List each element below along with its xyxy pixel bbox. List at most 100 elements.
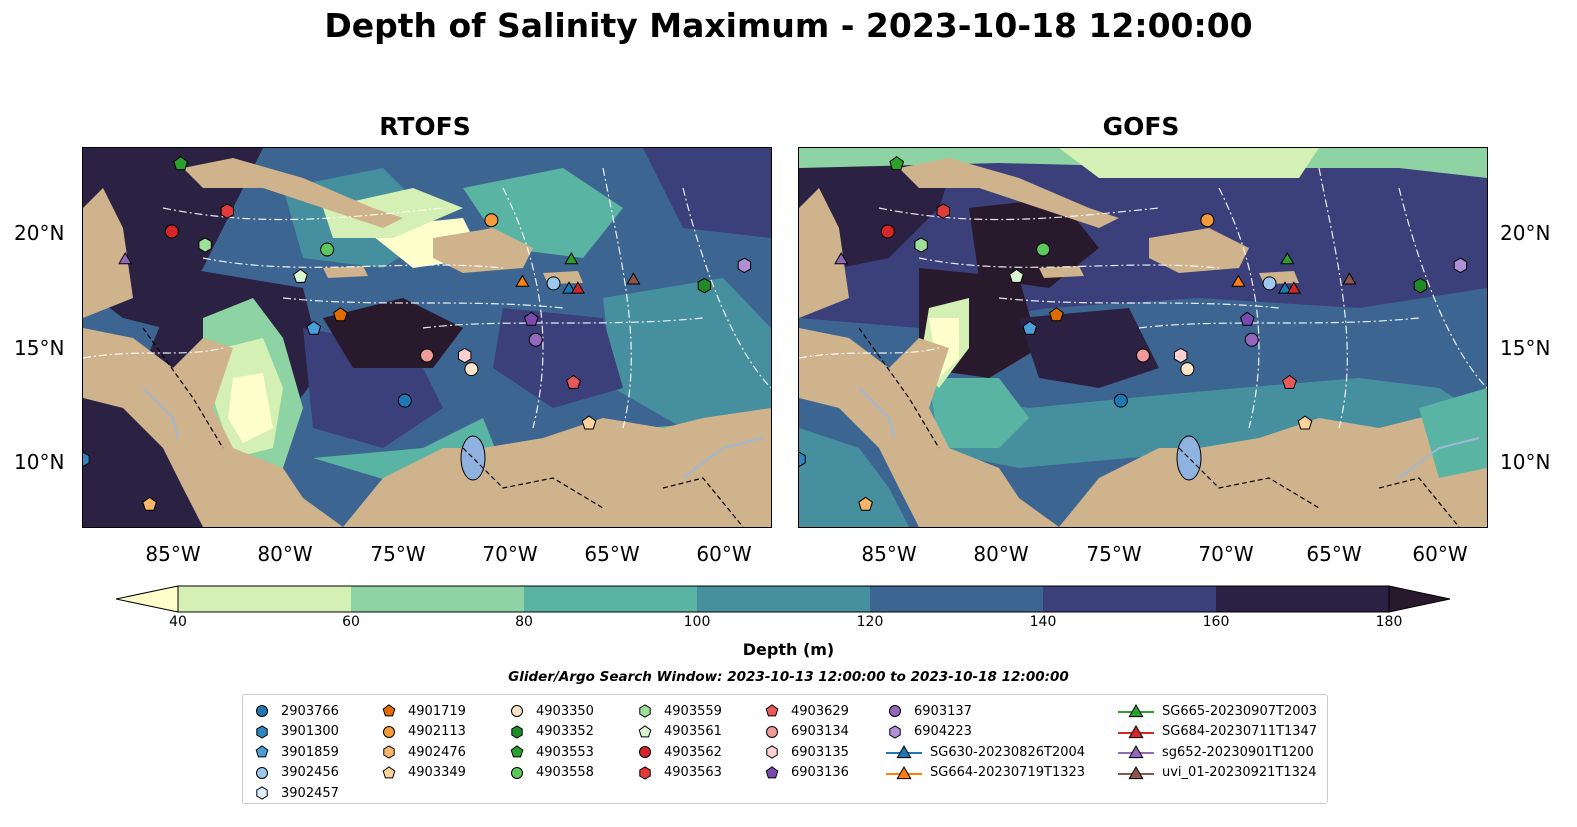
argo-float-marker (880, 224, 895, 239)
legend-marker-icon (886, 745, 922, 759)
argo-float-marker (484, 213, 499, 228)
argo-float-marker (458, 347, 472, 364)
legend-marker-icon (639, 704, 651, 718)
glider-marker (1280, 252, 1295, 265)
legend-label: 4903352 (536, 724, 594, 740)
colorbar-extend-high (1388, 585, 1451, 613)
colorbar-segment (351, 586, 525, 612)
legend-marker-icon (1118, 724, 1154, 738)
ytick-left-15n: 15°N (14, 336, 65, 360)
legend-marker-icon (256, 766, 268, 779)
argo-float-marker (1297, 415, 1313, 430)
legend-label: 6904223 (914, 724, 972, 740)
legend-marker-icon (255, 745, 269, 758)
colorbar-segment (1216, 586, 1390, 612)
legend-item: 6903136 (763, 763, 849, 784)
glider-marker (1231, 274, 1246, 287)
legend-marker-icon (1118, 704, 1154, 718)
legend-column: 4903559 4903561 4903562 4903563 (636, 701, 722, 783)
legend-marker-icon (256, 786, 268, 800)
colorbar (116, 585, 1451, 613)
argo-float-marker (1022, 320, 1038, 335)
legend-label: SG664-20230719T1323 (930, 765, 1086, 781)
argo-float-marker (528, 332, 543, 347)
argo-float-marker (1174, 347, 1188, 364)
legend-label: 3902457 (281, 785, 339, 801)
glider-marker (515, 274, 530, 287)
legend-marker-icon (639, 746, 651, 759)
argo-float-marker (1136, 348, 1150, 363)
legend-item: 6903134 (763, 722, 849, 743)
legend-marker-icon (511, 725, 523, 739)
argo-float-marker (1180, 362, 1195, 377)
search-window-text: Glider/Argo Search Window: 2023-10-13 12… (508, 669, 1069, 685)
legend-marker-icon (889, 725, 901, 739)
colorbar-extend-low (116, 585, 179, 613)
legend-label: 4903559 (664, 703, 722, 719)
legend-item: 6904223 (886, 722, 1085, 743)
argo-float-marker (1239, 311, 1255, 326)
panel-title-gofs: GOFS (1102, 112, 1180, 141)
legend-item: 4902476 (380, 742, 466, 763)
colorbar-segment (697, 586, 871, 612)
argo-float-marker (1200, 213, 1215, 228)
legend-marker-icon (765, 766, 779, 779)
map-gofs (798, 147, 1488, 528)
argo-float-marker (799, 451, 806, 468)
legend-marker-icon (638, 725, 652, 738)
legend-item: 4902113 (380, 722, 466, 743)
argo-float-marker (581, 415, 597, 430)
xtick-rtofs-70w: 70°W (482, 542, 538, 566)
argo-float-marker (1009, 268, 1024, 283)
legend-label: 6903136 (791, 765, 849, 781)
legend-item: uvi_01-20230921T1324 (1118, 763, 1317, 784)
legend-marker-icon (1118, 765, 1154, 779)
legend-label: 4903563 (664, 765, 722, 781)
legend-item: 6903135 (763, 742, 849, 763)
legend-label: 4903629 (791, 703, 849, 719)
glider-marker (626, 272, 641, 285)
colorbar-tick-label: 40 (169, 614, 187, 630)
xtick-rtofs-85w: 85°W (145, 542, 201, 566)
argo-float-marker (1453, 257, 1468, 274)
legend-item: 4903349 (380, 763, 466, 784)
argo-float-marker (320, 242, 335, 257)
colorbar-segment (178, 586, 352, 612)
xtick-gofs-80w: 80°W (973, 542, 1029, 566)
glider-marker (561, 281, 577, 294)
colorbar-label: Depth (m) (742, 640, 835, 659)
argo-float-marker (1244, 332, 1259, 347)
legend-column: 6903137 6904223 SG630-20230826T2004 SG664-2… (886, 701, 1085, 783)
argo-float-marker (889, 155, 905, 171)
legend-label: uvi_01-20230921T1324 (1162, 765, 1317, 781)
xtick-gofs-75w: 75°W (1086, 542, 1142, 566)
legend-marker-icon (889, 705, 901, 718)
argo-float-marker (914, 237, 928, 253)
legend-label: 6903137 (914, 703, 972, 719)
ytick-left-20n: 20°N (14, 221, 65, 245)
glider-marker (1277, 281, 1293, 294)
argo-float-marker (397, 393, 412, 408)
legend-item: 6903137 (886, 701, 1085, 722)
argo-float-marker (198, 237, 212, 253)
legend-column: 4903629 6903134 6903135 6903136 (763, 701, 849, 783)
legend-label: 3901859 (281, 744, 339, 760)
legend-item: 3901300 (253, 722, 339, 743)
xtick-gofs-65w: 65°W (1306, 542, 1362, 566)
legend-item: 4903562 (636, 742, 722, 763)
colorbar-tick-label: 160 (1202, 614, 1230, 630)
legend-item: 4903558 (508, 763, 594, 784)
legend-marker-icon (383, 725, 395, 738)
argo-float-marker (566, 374, 581, 389)
argo-float-marker (293, 268, 308, 283)
legend-label: SG630-20230826T2004 (930, 744, 1086, 760)
legend-item: 3901859 (253, 742, 339, 763)
xtick-rtofs-65w: 65°W (584, 542, 640, 566)
glider-marker (1286, 281, 1301, 294)
legend-label: 4903558 (536, 765, 594, 781)
legend-item: SG664-20230719T1323 (886, 763, 1085, 784)
legend-marker-icon (256, 705, 268, 718)
markers-rtofs (83, 155, 752, 511)
legend-label: sg652-20230901T1200 (1162, 744, 1314, 760)
ytick-right-20n: 20°N (1500, 221, 1551, 245)
